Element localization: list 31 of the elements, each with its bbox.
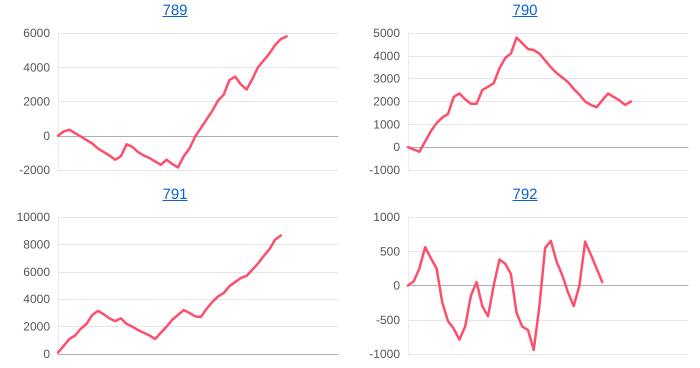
y-tick-label: 0 <box>43 347 50 361</box>
line-series <box>406 240 604 352</box>
y-tick-label: -2000 <box>19 163 50 177</box>
chart-title: 792 <box>511 186 539 203</box>
y-tick-label: -1000 <box>369 163 400 177</box>
y-tick-label: 6000 <box>23 26 50 40</box>
y-tick-label: 10000 <box>16 210 50 224</box>
y-tick-label: 0 <box>393 278 400 292</box>
y-tick-label: 0 <box>393 140 400 154</box>
y-tick-label: 6000 <box>23 264 50 279</box>
y-tick-label: -500 <box>376 312 400 327</box>
y-tick-label: 4000 <box>373 48 400 63</box>
y-tick-label: 2000 <box>23 320 50 334</box>
chart-title: 790 <box>511 2 539 19</box>
y-tick-label: 5000 <box>373 26 400 40</box>
y-tick-label: -1000 <box>369 347 400 361</box>
y-tick-label: 2000 <box>23 94 50 108</box>
chart-title: 789 <box>161 2 189 19</box>
y-tick-label: 500 <box>380 244 400 258</box>
y-tick-label: 3000 <box>373 72 400 86</box>
line-series <box>406 36 632 153</box>
y-tick-label: 4000 <box>23 60 50 74</box>
y-tick-label: 1000 <box>373 117 400 132</box>
y-tick-label: 2000 <box>373 94 400 108</box>
y-tick-label: 4000 <box>23 292 50 306</box>
y-tick-label: 1000 <box>373 210 400 224</box>
y-tick-label: 0 <box>43 128 50 143</box>
y-tick-label: 8000 <box>23 237 50 252</box>
chart-title: 791 <box>161 186 189 203</box>
line-series <box>56 234 282 354</box>
line-series <box>56 35 288 169</box>
